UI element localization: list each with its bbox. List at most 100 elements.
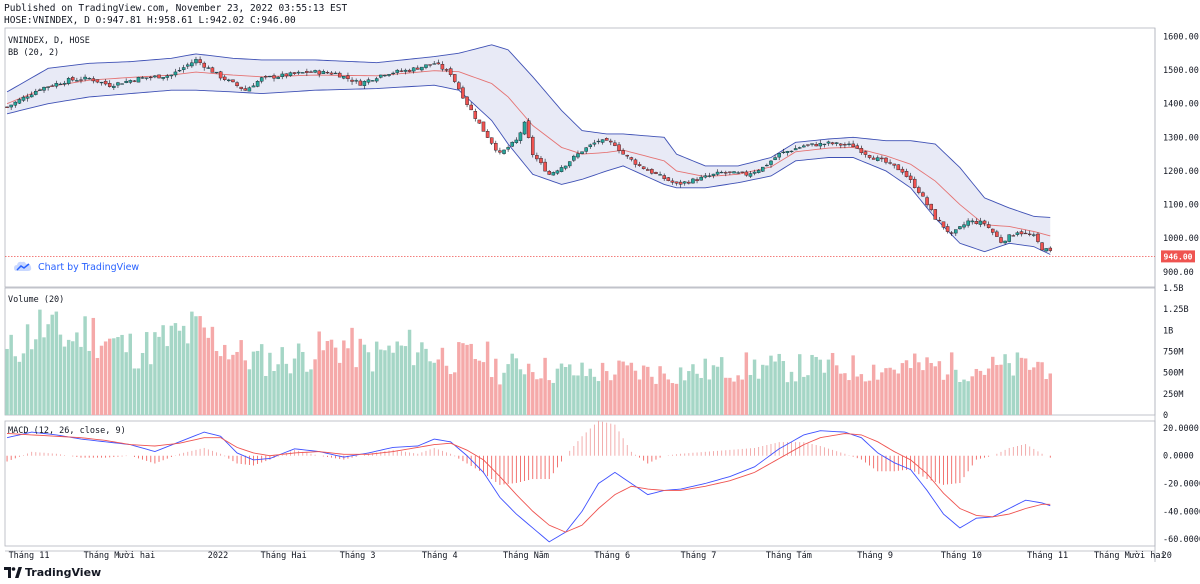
volume-bar <box>724 377 728 415</box>
candle <box>531 135 535 158</box>
candle <box>929 203 933 212</box>
volume-bar <box>198 316 202 415</box>
price-tick-label: 1100.00 <box>1163 201 1199 211</box>
candle-body <box>785 151 790 153</box>
candle-body <box>1032 234 1036 236</box>
candle-body <box>502 149 506 154</box>
candle-body <box>925 197 929 206</box>
candle <box>452 74 457 84</box>
candle <box>769 160 773 168</box>
candle <box>276 76 280 80</box>
volume-bar <box>206 337 211 415</box>
candle-body <box>588 144 593 147</box>
candle-body <box>198 59 202 63</box>
candle-body <box>991 228 995 233</box>
candle-body <box>888 162 892 164</box>
macd-line <box>6 430 1051 543</box>
volume-bar <box>354 367 358 415</box>
candle-body <box>596 140 601 143</box>
candle-body <box>91 78 96 82</box>
volume-bar <box>62 346 67 415</box>
candle <box>966 218 970 228</box>
volume-panel[interactable] <box>5 309 1052 415</box>
volume-bar <box>719 357 724 415</box>
volume-bar <box>650 376 654 415</box>
candle <box>785 150 790 156</box>
candle-body <box>514 139 519 143</box>
volume-bar <box>580 362 584 415</box>
candle-body <box>859 148 864 153</box>
candle <box>995 229 999 237</box>
volume-bar <box>165 346 169 415</box>
volume-bar <box>633 370 638 415</box>
candle-body <box>103 80 108 85</box>
candle-body <box>264 76 268 78</box>
volume-bar <box>13 356 17 415</box>
candle-body <box>748 173 753 177</box>
candle <box>444 68 449 73</box>
candle-body <box>531 136 535 155</box>
chart-by-tradingview-link[interactable]: Chart by TradingView <box>14 261 139 273</box>
candle <box>863 150 868 158</box>
price-tick-label: 900.00 <box>1163 268 1194 278</box>
candle <box>46 86 50 91</box>
candle-body <box>333 72 338 75</box>
candle <box>354 78 358 84</box>
candle <box>933 209 938 220</box>
tradingview-logo[interactable]: TradingView <box>4 566 101 579</box>
candle-body <box>1007 234 1011 242</box>
volume-bar <box>75 332 79 415</box>
volume-bar <box>506 364 510 415</box>
candle <box>387 74 391 77</box>
candle <box>214 71 219 74</box>
candle-body <box>34 90 38 95</box>
candle <box>724 170 728 177</box>
candle-body <box>1003 240 1007 244</box>
candle-body <box>1015 232 1020 235</box>
candle-body <box>280 73 284 77</box>
price-tick-label: 1200.00 <box>1163 167 1199 177</box>
volume-bar <box>563 367 568 415</box>
volume-bar <box>691 364 695 415</box>
volume-bar <box>925 357 929 415</box>
candle <box>908 172 913 184</box>
volume-bar <box>395 341 399 415</box>
candle <box>259 76 264 84</box>
volume-bar <box>785 382 790 415</box>
candle-body <box>736 172 740 174</box>
price-panel[interactable]: 946.00 <box>5 44 1195 263</box>
candle <box>617 142 621 154</box>
candle <box>1019 229 1024 237</box>
volume-bar <box>863 381 868 415</box>
candle <box>954 229 958 236</box>
volume-bar <box>284 363 289 415</box>
candle-body <box>452 74 457 82</box>
volume-bar <box>958 381 962 415</box>
macd-panel[interactable] <box>6 420 1051 543</box>
candle-body <box>255 81 260 87</box>
candle <box>662 173 666 181</box>
candle-body <box>954 229 958 234</box>
candle <box>588 143 593 149</box>
candle-body <box>173 71 178 76</box>
candle <box>925 195 929 208</box>
candle <box>305 68 309 76</box>
candle-body <box>362 81 367 86</box>
volume-bar <box>140 352 145 415</box>
volume-bar <box>715 366 720 415</box>
volume-bar <box>769 355 773 415</box>
candle <box>740 171 744 174</box>
volume-bar <box>871 364 876 415</box>
price-tick-label: 1500.00 <box>1163 66 1199 76</box>
candle-body <box>99 81 104 84</box>
volume-bar <box>547 380 551 415</box>
macd-legend: MACD (12, 26, close, 9) <box>8 426 126 436</box>
volume-bar <box>761 364 765 415</box>
candle-body <box>543 161 547 172</box>
candle <box>1015 230 1020 237</box>
candle-body <box>576 153 580 158</box>
candle <box>958 226 962 230</box>
candle <box>818 139 823 149</box>
candle <box>912 176 917 189</box>
